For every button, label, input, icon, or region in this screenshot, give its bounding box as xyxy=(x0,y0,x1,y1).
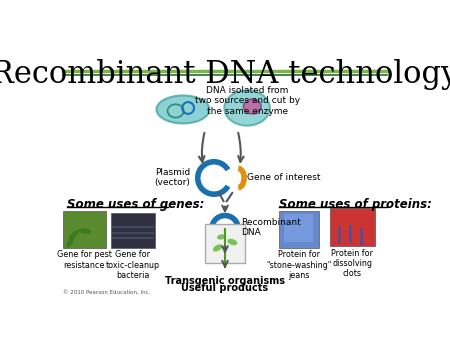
Text: Some uses of proteins:: Some uses of proteins: xyxy=(279,198,432,211)
FancyBboxPatch shape xyxy=(205,224,245,263)
Text: DNA isolated from
two sources and cut by
the same enzyme: DNA isolated from two sources and cut by… xyxy=(194,86,300,116)
Ellipse shape xyxy=(66,236,74,248)
Text: Recombinant DNA technology: Recombinant DNA technology xyxy=(0,59,450,90)
Ellipse shape xyxy=(78,228,92,234)
Text: Gene for
toxic-cleanup
bacteria: Gene for toxic-cleanup bacteria xyxy=(106,250,160,280)
Text: © 2010 Pearson Education, Inc.: © 2010 Pearson Education, Inc. xyxy=(63,290,150,295)
Text: Recombinant
DNA: Recombinant DNA xyxy=(241,218,301,237)
Ellipse shape xyxy=(213,244,222,251)
FancyBboxPatch shape xyxy=(284,214,313,242)
Text: Protein for
"stone-washing"
jeans: Protein for "stone-washing" jeans xyxy=(266,250,331,280)
Text: Some uses of genes:: Some uses of genes: xyxy=(67,198,204,211)
Text: Gene for pest
resistance: Gene for pest resistance xyxy=(57,250,112,270)
Ellipse shape xyxy=(243,99,261,114)
Text: Useful products: Useful products xyxy=(181,283,269,293)
Ellipse shape xyxy=(224,90,270,126)
Ellipse shape xyxy=(157,95,210,123)
Text: Protein for
dissolving
clots: Protein for dissolving clots xyxy=(332,249,373,279)
FancyBboxPatch shape xyxy=(63,211,106,248)
Text: Gene of interest: Gene of interest xyxy=(247,173,320,182)
Text: Plasmid
(vector): Plasmid (vector) xyxy=(154,168,190,187)
Ellipse shape xyxy=(69,230,79,239)
FancyBboxPatch shape xyxy=(330,208,374,246)
FancyBboxPatch shape xyxy=(111,213,155,248)
Ellipse shape xyxy=(217,234,226,240)
Ellipse shape xyxy=(227,239,237,245)
Text: Transgenic organisms: Transgenic organisms xyxy=(165,276,285,286)
FancyBboxPatch shape xyxy=(279,211,320,248)
